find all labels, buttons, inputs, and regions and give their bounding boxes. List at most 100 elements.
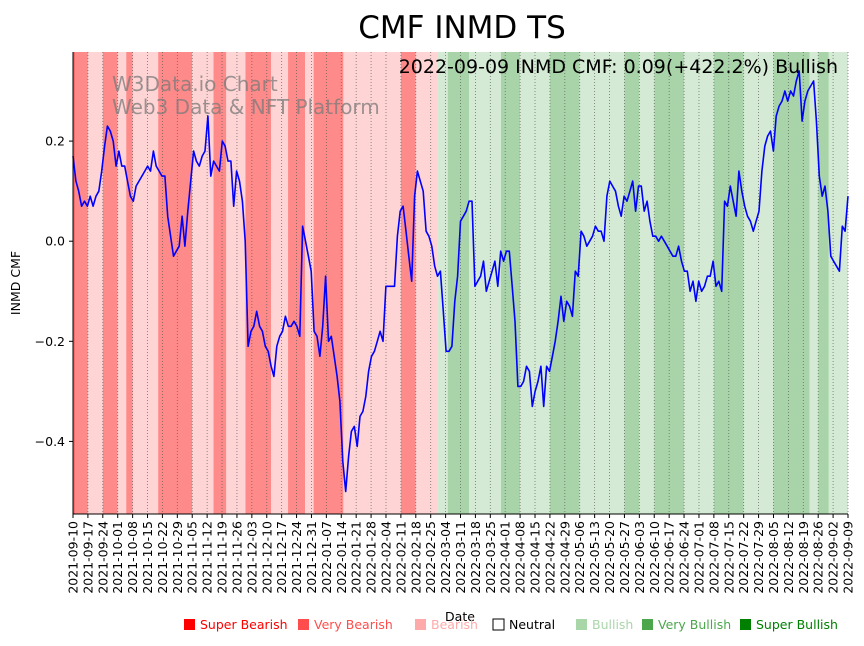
x-tick-label-19: 2022-01-21 (349, 521, 364, 594)
x-tick-label-35: 2022-05-13 (587, 521, 602, 594)
band-10 (226, 52, 246, 514)
x-tick-label-2: 2021-09-24 (95, 521, 110, 594)
x-tick-label-22: 2022-02-11 (393, 521, 408, 594)
x-tick-label-41: 2022-06-24 (677, 521, 692, 594)
x-tick-label-49: 2022-08-19 (796, 521, 811, 594)
y-tick-label-2: −0.2 (35, 334, 65, 349)
y-tick-label-1: 0.0 (45, 234, 65, 249)
band-14 (305, 52, 314, 514)
x-tick-label-29: 2022-04-01 (498, 521, 513, 594)
x-tick-label-52: 2022-09-09 (841, 521, 856, 594)
band-16 (343, 52, 401, 514)
legend-item-4: Bullish (576, 617, 633, 632)
x-tick-label-33: 2022-04-29 (557, 521, 572, 594)
x-tick-label-40: 2022-06-17 (662, 521, 677, 594)
x-tick-label-23: 2022-02-18 (408, 521, 423, 594)
legend-label-1: Very Bearish (314, 617, 393, 632)
band-2 (87, 52, 103, 514)
band-18 (415, 52, 438, 514)
x-tick-label-15: 2021-12-24 (289, 521, 304, 594)
legend-item-5: Very Bullish (642, 617, 731, 632)
x-tick-label-51: 2022-09-02 (826, 521, 841, 594)
band-32 (773, 52, 810, 514)
band-3 (102, 52, 118, 514)
legend-swatch-2 (415, 619, 426, 630)
x-tick-label-44: 2022-07-15 (721, 521, 736, 594)
x-tick-label-50: 2022-08-26 (811, 521, 826, 594)
x-tick-label-1: 2021-09-17 (80, 521, 95, 594)
x-tick-label-46: 2022-07-29 (751, 521, 766, 594)
x-tick-label-3: 2021-10-01 (110, 521, 125, 594)
x-tick-label-0: 2021-09-10 (66, 521, 81, 594)
legend-label-6: Super Bullish (756, 617, 838, 632)
x-axis-label: Date (445, 609, 475, 624)
x-tick-label-7: 2021-10-29 (170, 521, 185, 594)
legend-label-3: Neutral (509, 617, 555, 632)
watermark: W3Data.io Chart Web3 Data & NFT Platform (112, 72, 380, 119)
x-tick-label-10: 2021-11-19 (215, 521, 230, 594)
band-5 (126, 52, 133, 514)
x-tick-label-31: 2022-04-15 (528, 521, 543, 594)
legend-swatch-5 (642, 619, 653, 630)
legend-item-0: Super Bearish (184, 617, 288, 632)
chart-title: CMF INMD TS (358, 10, 566, 46)
y-tick-label-3: −0.4 (35, 434, 65, 449)
x-tick-label-20: 2022-01-28 (364, 521, 379, 594)
band-20 (447, 52, 470, 514)
x-tick-label-16: 2021-12-31 (304, 521, 319, 594)
legend-swatch-6 (740, 619, 751, 630)
band-1 (75, 52, 88, 514)
band-7 (158, 52, 193, 514)
x-tick-label-34: 2022-05-06 (572, 521, 587, 594)
band-0 (73, 52, 76, 514)
x-tick-label-26: 2022-03-11 (453, 521, 468, 594)
x-tick-label-37: 2022-05-27 (617, 521, 632, 594)
x-tick-label-4: 2021-10-08 (125, 521, 140, 594)
band-22 (500, 52, 521, 514)
band-9 (213, 52, 227, 514)
x-tick-label-42: 2022-07-01 (691, 521, 706, 594)
x-tick-label-14: 2021-12-17 (274, 521, 289, 594)
band-15 (313, 52, 344, 514)
legend-item-6: Super Bullish (740, 617, 838, 632)
legend-label-4: Bullish (592, 617, 633, 632)
band-12 (271, 52, 289, 514)
x-tick-label-17: 2022-01-07 (319, 521, 334, 594)
band-4 (117, 52, 127, 514)
x-tick-label-25: 2022-03-04 (438, 521, 453, 594)
x-tick-label-32: 2022-04-22 (542, 521, 557, 594)
legend-swatch-1 (298, 619, 309, 630)
y-tick-label-0: 0.2 (45, 134, 65, 149)
x-tick-label-36: 2022-05-20 (602, 521, 617, 594)
legend-item-3: Neutral (492, 617, 555, 632)
x-tick-label-47: 2022-08-05 (766, 521, 781, 594)
x-tick-label-30: 2022-04-08 (513, 521, 528, 594)
x-tick-label-39: 2022-06-10 (647, 521, 662, 594)
legend-swatch-3 (492, 618, 505, 631)
x-tick-label-11: 2021-11-26 (229, 521, 244, 594)
x-tick-label-13: 2021-12-10 (259, 521, 274, 594)
band-26 (624, 52, 640, 514)
band-11 (245, 52, 272, 514)
legend-label-5: Very Bullish (658, 617, 731, 632)
legend-item-1: Very Bearish (298, 617, 393, 632)
band-19 (437, 52, 448, 514)
x-tick-label-38: 2022-06-03 (632, 521, 647, 594)
series-line-inmd-cmf (72, 70, 849, 493)
x-tick-label-18: 2022-01-14 (334, 521, 349, 594)
legend-label-0: Super Bearish (200, 617, 288, 632)
watermark-line-1: W3Data.io Chart (112, 72, 278, 96)
legend-item-2: Bearish (415, 617, 478, 632)
x-tick-label-6: 2021-10-22 (155, 521, 170, 594)
x-tick-label-5: 2021-10-15 (140, 521, 155, 594)
x-axis-ticks: 2021-09-10 2021-09-17 2021-09-24 2021-10-01… (66, 514, 856, 594)
band-35 (828, 52, 848, 514)
y-axis-ticks: 0.2 0.0 −0.2 −0.4 (35, 134, 73, 449)
band-33 (809, 52, 819, 514)
band-34 (818, 52, 829, 514)
latest-value-annotation: 2022-09-09 INMD CMF: 0.09(+422.2%) Bulli… (399, 56, 838, 78)
x-tick-label-48: 2022-08-12 (781, 521, 796, 594)
vertical-grid (72, 52, 849, 514)
legend-label-2: Bearish (431, 617, 478, 632)
